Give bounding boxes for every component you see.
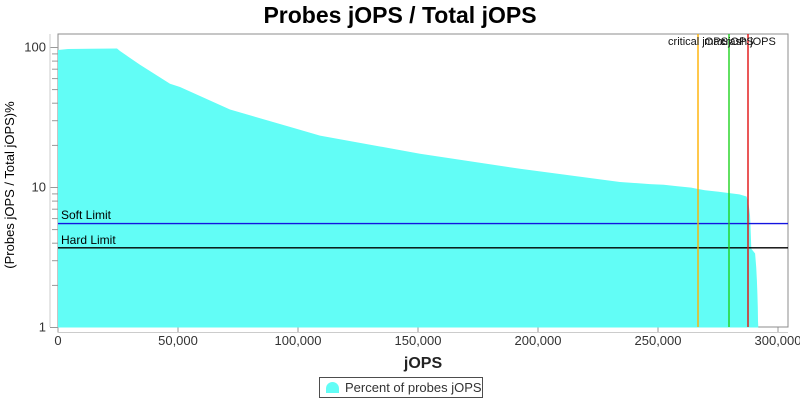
svg-text:250,000: 250,000 — [635, 333, 682, 348]
svg-text:50,000: 50,000 — [158, 333, 198, 348]
svg-text:0: 0 — [54, 333, 61, 348]
svg-text:10: 10 — [32, 180, 46, 195]
svg-text:1: 1 — [39, 320, 46, 335]
svg-text:300,000: 300,000 — [755, 333, 800, 348]
svg-text:Soft Limit: Soft Limit — [61, 208, 112, 222]
svg-text:150,000: 150,000 — [395, 333, 442, 348]
svg-text:200,000: 200,000 — [515, 333, 562, 348]
svg-text:Hard Limit: Hard Limit — [61, 233, 116, 247]
svg-text:100: 100 — [24, 40, 46, 55]
svg-text:jOPS: jOPS — [403, 355, 443, 372]
svg-text:100,000: 100,000 — [275, 333, 322, 348]
svg-text:(Probes jOPS / Total jOPS)%: (Probes jOPS / Total jOPS)% — [2, 101, 17, 269]
svg-text:crash jOPS: crash jOPS — [720, 36, 776, 48]
